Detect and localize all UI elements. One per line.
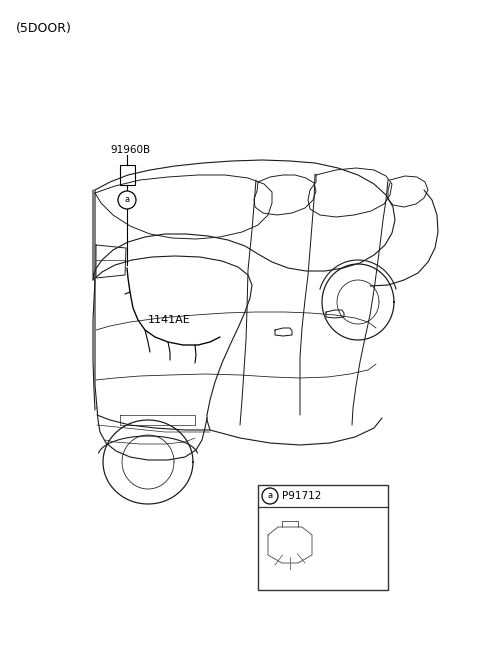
Text: 91960B: 91960B [110, 145, 150, 155]
Text: a: a [124, 195, 130, 205]
Bar [258, 485, 388, 590]
Bar [120, 165, 135, 185]
Text: 1141AE: 1141AE [148, 315, 191, 325]
Circle shape [262, 488, 278, 504]
Text: P91712: P91712 [282, 491, 322, 501]
Circle shape [118, 191, 136, 209]
Text: a: a [267, 491, 273, 501]
Text: (5DOOR): (5DOOR) [16, 22, 72, 35]
